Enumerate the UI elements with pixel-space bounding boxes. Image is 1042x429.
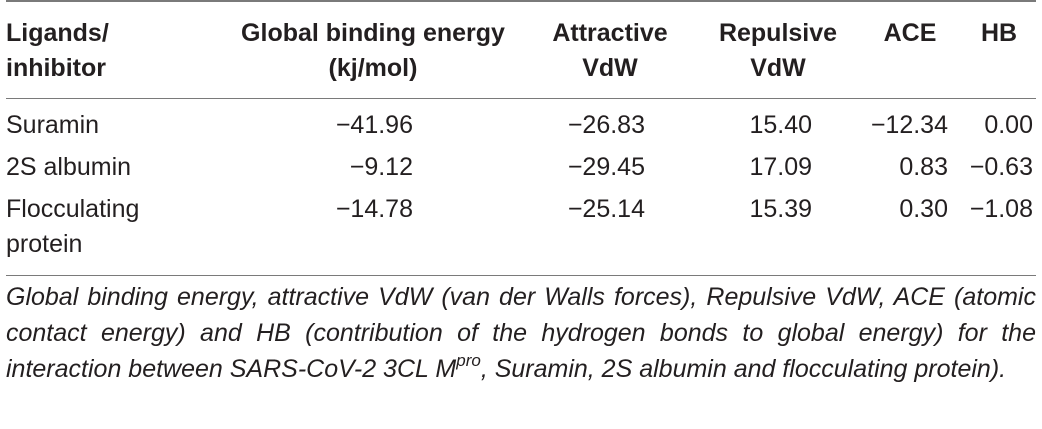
header-repulsive-vdw: Repulsive VdW xyxy=(718,19,838,82)
header-hb: HB xyxy=(980,19,1018,47)
table-caption: Global binding energy, attractive VdW (v… xyxy=(6,283,1036,383)
hb-value: −1.08 xyxy=(969,195,1033,223)
ace-value: −12.34 xyxy=(870,111,948,139)
global-binding-energy-value: −14.78 xyxy=(335,195,413,223)
hb-value: 0.00 xyxy=(984,111,1033,139)
ligand-name: Suramin xyxy=(6,111,100,139)
hb-value: −0.63 xyxy=(969,153,1033,181)
table-bottom-rule xyxy=(6,275,1036,276)
attractive-vdw-value: −29.45 xyxy=(567,153,645,181)
repulsive-vdw-value: 17.09 xyxy=(749,153,812,181)
header-ace: ACE xyxy=(883,19,937,47)
header-ligands: Ligands/ inhibitor xyxy=(6,19,109,82)
attractive-vdw-value: −26.83 xyxy=(567,111,645,139)
ligand-name: 2S albumin xyxy=(6,153,132,181)
ace-value: 0.30 xyxy=(899,195,948,223)
repulsive-vdw-value: 15.40 xyxy=(749,111,812,139)
superscript-pro: pro xyxy=(456,350,481,370)
header-attractive-vdw: Attractive VdW xyxy=(552,19,668,82)
ace-value: 0.83 xyxy=(899,153,948,181)
header-global-binding-energy: Global binding energy (kj/mol) xyxy=(241,19,505,82)
table-header-rule xyxy=(6,98,1036,99)
global-binding-energy-value: −41.96 xyxy=(335,111,413,139)
table-top-rule xyxy=(6,0,1036,2)
attractive-vdw-value: −25.14 xyxy=(567,195,645,223)
repulsive-vdw-value: 15.39 xyxy=(749,195,812,223)
ligand-name: Flocculating protein xyxy=(6,195,140,258)
global-binding-energy-value: −9.12 xyxy=(349,153,413,181)
